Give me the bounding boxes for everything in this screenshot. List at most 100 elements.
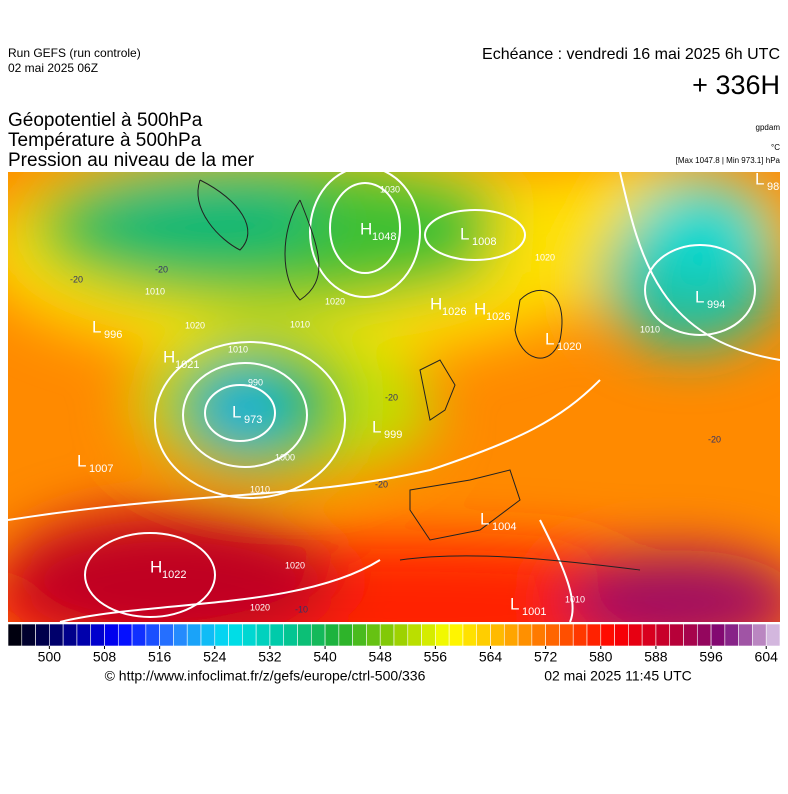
colorbar-tick-label: 588 <box>644 649 668 665</box>
pressure-center-value: 986 <box>767 181 785 193</box>
contour-label: 1010 <box>565 594 585 604</box>
unit-label: °C <box>771 143 780 152</box>
colorbar-cell <box>738 623 753 647</box>
contour-label: -10 <box>295 604 308 614</box>
colorbar-tick-label: 532 <box>258 649 282 665</box>
pressure-center-type: L <box>232 402 241 421</box>
issue-time: 02 mai 2025 11:45 UTC <box>544 668 692 684</box>
pressure-center-value: 1001 <box>522 606 546 618</box>
contour-label: 1000 <box>275 452 295 462</box>
pressure-center-value: 1026 <box>486 311 510 323</box>
colorbar-cell <box>324 623 340 647</box>
colorbar-cell <box>90 623 105 647</box>
unit-label: gpdam <box>756 123 781 132</box>
contour-label: 1010 <box>250 484 270 494</box>
colorbar-cell <box>628 623 643 647</box>
colorbar-cell <box>752 623 767 647</box>
unit-label: [Max 1047.8 | Min 973.1] hPa <box>676 156 781 165</box>
colorbar-cell <box>696 623 712 647</box>
colorbar-cell <box>462 623 478 647</box>
source-url: © http://www.infoclimat.fr/z/gefs/europe… <box>105 668 426 684</box>
pressure-center-value: 1007 <box>89 463 113 475</box>
colorbar-cell <box>393 623 409 647</box>
pressure-center-value: 999 <box>384 429 402 441</box>
colorbar-cell <box>186 623 202 647</box>
title-line: Géopotentiel à 500hPa <box>8 110 203 131</box>
colorbar-cell <box>159 623 174 647</box>
colorbar-tick-label: 604 <box>755 649 779 665</box>
valid-time: Echéance : vendredi 16 mai 2025 6h UTC <box>482 46 780 63</box>
colorbar-tick-label: 508 <box>93 649 117 665</box>
contour-label: 1010 <box>228 344 248 354</box>
colorbar-cell <box>214 623 229 647</box>
contour-label: -20 <box>375 479 388 489</box>
colorbar-cell <box>62 623 78 647</box>
contour-label: 1020 <box>285 560 305 570</box>
colorbar-cell <box>476 623 491 647</box>
pressure-center-type: L <box>77 451 86 470</box>
colorbar-tick-label: 572 <box>534 649 558 665</box>
contour-label: 1010 <box>145 286 165 296</box>
pressure-center-type: L <box>480 509 489 528</box>
colorbar-cell <box>131 623 147 647</box>
colorbar-cell <box>7 623 23 647</box>
colorbar-cell <box>669 623 684 647</box>
coastlines <box>197 179 641 571</box>
colorbar-cell <box>228 623 243 647</box>
pressure-center-value: 1020 <box>557 341 581 353</box>
colorbar-tick-label: 500 <box>38 649 62 665</box>
colorbar-cell <box>297 623 312 647</box>
pressure-center-value: 994 <box>707 299 725 311</box>
contour-label: 1020 <box>250 602 270 612</box>
pressure-center-type: H <box>163 347 175 366</box>
colorbar-cell <box>710 623 726 647</box>
pressure-center-value: 1021 <box>175 359 199 371</box>
colorbar-cell <box>600 623 615 647</box>
colorbar-cell <box>338 623 353 647</box>
colorbar-tick-label: 516 <box>148 649 172 665</box>
colorbar-tick-label: 596 <box>699 649 723 665</box>
pressure-center-value: 1008 <box>472 236 496 248</box>
colorbar-cell <box>379 623 395 647</box>
colorbar-cell <box>269 623 285 647</box>
pressure-center-type: H <box>430 294 442 313</box>
colorbar-cell <box>421 623 436 647</box>
pressure-center-value: 1004 <box>492 521 516 533</box>
colorbar-tick-label: 556 <box>424 649 448 665</box>
pressure-center-type: L <box>372 417 381 436</box>
pressure-center-type: L <box>92 317 101 336</box>
contour-label: -20 <box>385 392 398 402</box>
colorbar-cell <box>655 623 671 647</box>
colorbar-cell <box>145 623 160 647</box>
colorbar-tick-label: 564 <box>479 649 503 665</box>
pressure-center-type: L <box>695 287 704 306</box>
colorbar-cell <box>559 623 574 647</box>
pressure-center-type: L <box>545 329 554 348</box>
colorbar-cell <box>200 623 216 647</box>
colorbar-cell <box>173 623 188 647</box>
colorbar-cell <box>683 623 698 647</box>
pressure-center-value: 996 <box>104 329 122 341</box>
colorbar-cell <box>35 623 50 647</box>
colorbar-cell <box>104 623 119 647</box>
colorbar-tick-label: 548 <box>369 649 393 665</box>
colorbar-cell <box>366 623 381 647</box>
colorbar-cell <box>586 623 602 647</box>
colorbar-cell <box>21 623 36 647</box>
lead-time: + 336H <box>692 70 780 100</box>
colorbar-cell <box>448 623 464 647</box>
colorbar-cell <box>614 623 629 647</box>
colorbar-cell <box>531 623 546 647</box>
isobars <box>8 172 780 622</box>
colorbar-cell <box>490 623 505 647</box>
colorbar-cell <box>641 623 657 647</box>
colorbar-cell <box>435 623 450 647</box>
colorbar-cell <box>242 623 257 647</box>
colorbar-cell <box>407 623 422 647</box>
colorbar-cell <box>76 623 92 647</box>
contour-label: 1020 <box>325 296 345 306</box>
pressure-center-value: 1048 <box>372 231 396 243</box>
contour-label: -20 <box>70 274 83 284</box>
